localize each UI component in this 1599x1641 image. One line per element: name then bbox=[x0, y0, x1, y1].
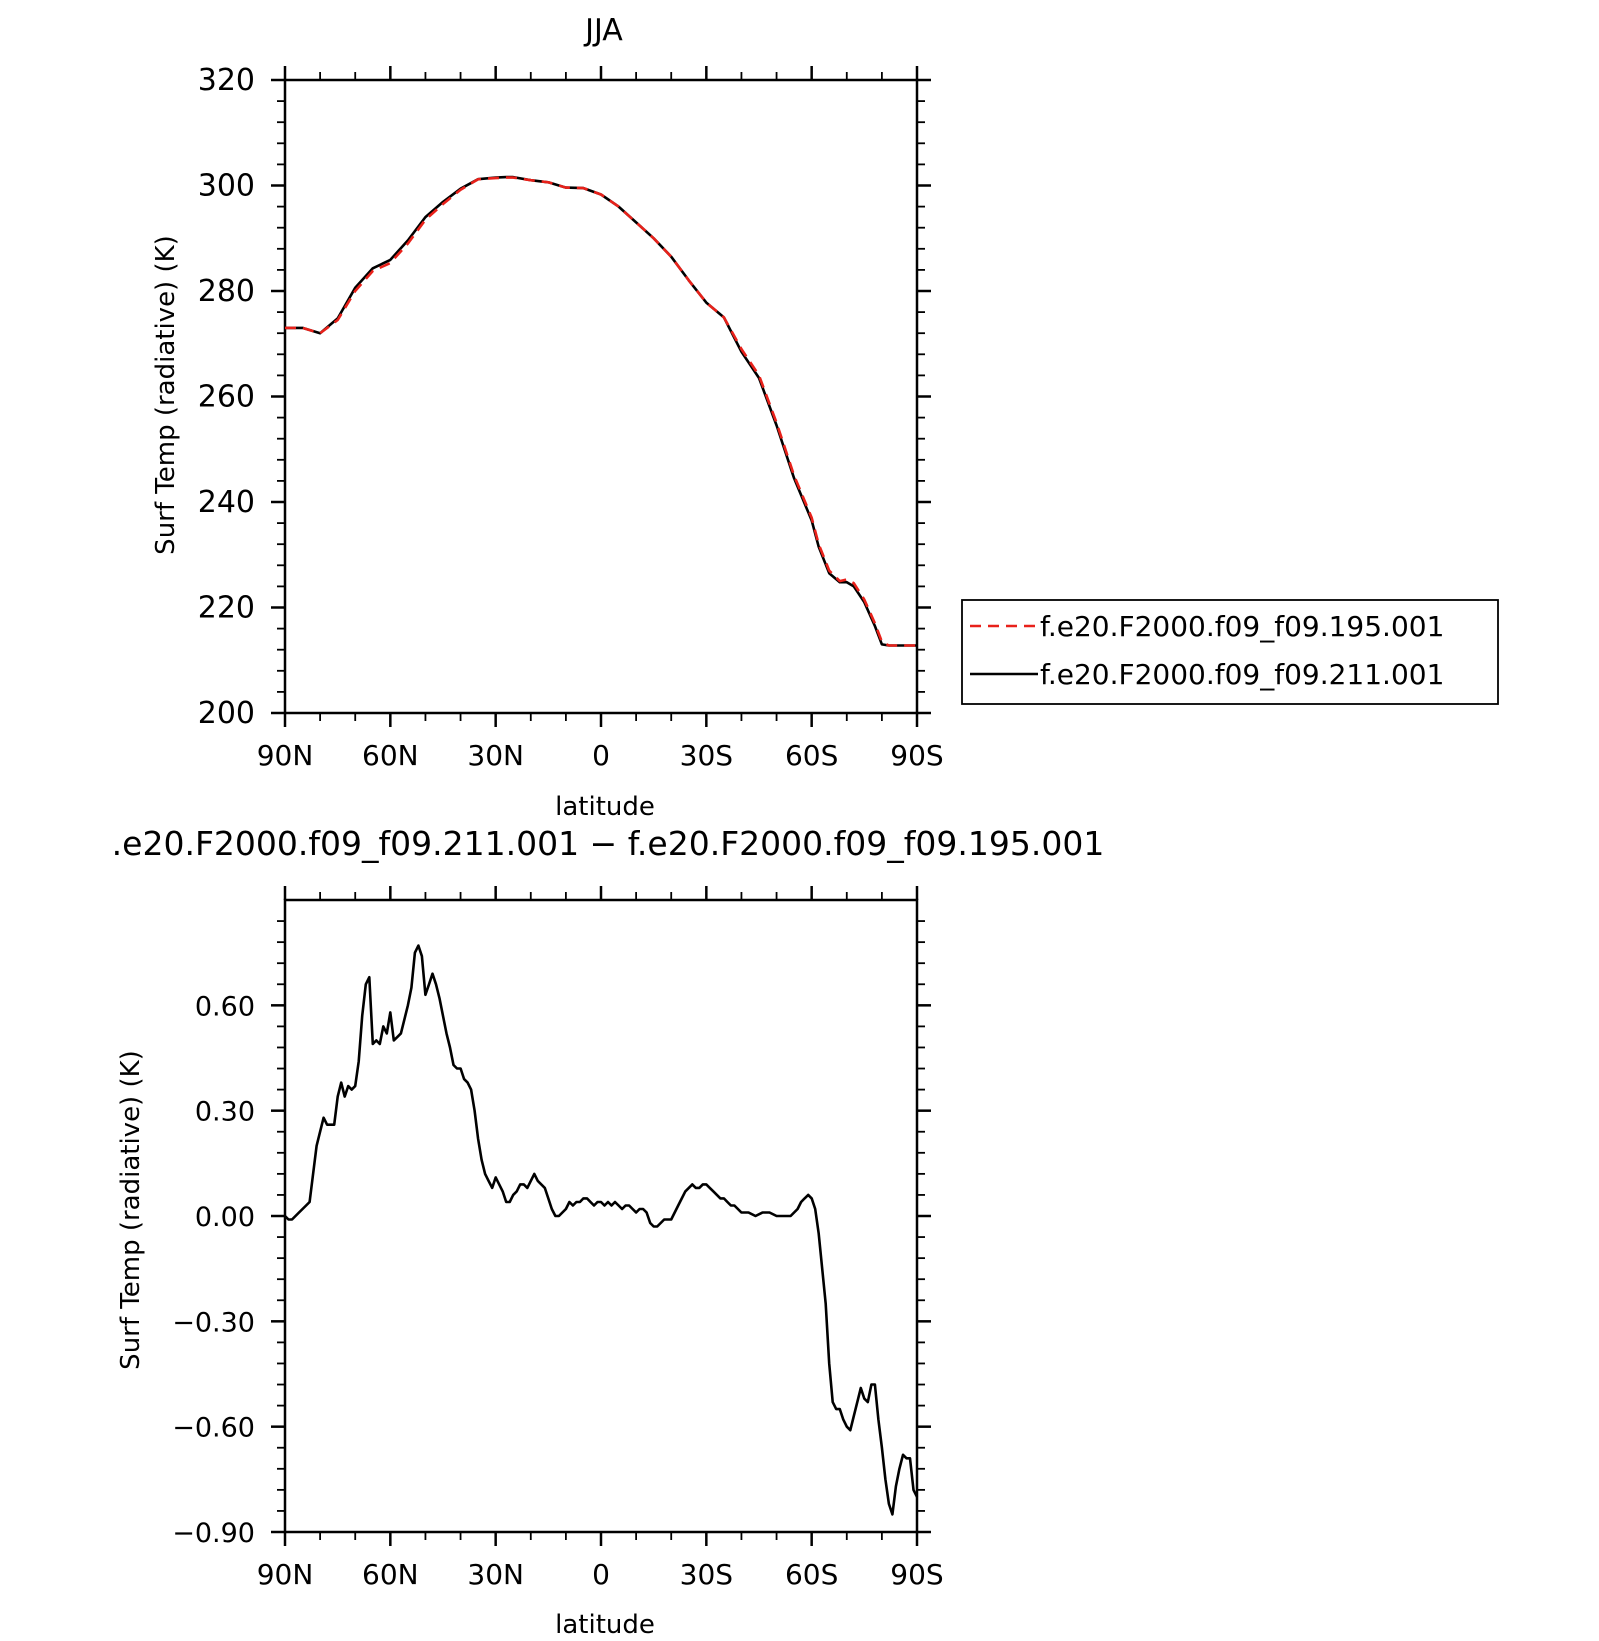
top-panel: JJA 90N 60N 30N 0 30S 60S 90S 200 220 240 260 280 30… bbox=[151, 13, 1499, 822]
x-tick-label: 30S bbox=[680, 1558, 733, 1591]
top-panel-title: JJA bbox=[583, 13, 623, 48]
legend-label-series-2: f.e20.F2000.f09_f09.211.001 bbox=[1040, 658, 1444, 691]
x-tick-label: 90S bbox=[890, 1558, 943, 1591]
y-tick-label: 200 bbox=[198, 696, 255, 731]
legend: f.e20.F2000.f09_f09.195.001 f.e20.F2000.… bbox=[961, 599, 1499, 705]
bottom-panel: .e20.F2000.f09_f09.211.001 − f.e20.F2000… bbox=[112, 824, 1105, 1640]
legend-label-series-1: f.e20.F2000.f09_f09.195.001 bbox=[1040, 610, 1444, 643]
series-line-1 bbox=[284, 944, 919, 1516]
x-tick-label: 60S bbox=[785, 1558, 838, 1591]
y-tick-label: 300 bbox=[198, 169, 255, 204]
bottom-y-axis-label: Surf Temp (radiative) (K) bbox=[116, 1050, 146, 1370]
bottom-panel-title: .e20.F2000.f09_f09.211.001 − f.e20.F2000… bbox=[112, 824, 1105, 863]
x-tick-label: 0 bbox=[592, 739, 610, 772]
legend-box bbox=[961, 599, 1499, 705]
y-tick-label: 0.60 bbox=[195, 991, 255, 1022]
x-tick-label: 30N bbox=[467, 739, 524, 772]
bottom-plot-frame bbox=[283, 898, 919, 1534]
top-y-axis-label: Surf Temp (radiative) (K) bbox=[151, 235, 181, 555]
y-tick-label: 220 bbox=[198, 591, 255, 626]
top-plot-frame bbox=[283, 78, 919, 715]
y-tick-label: 0.30 bbox=[195, 1097, 255, 1128]
x-tick-label: 60S bbox=[785, 739, 838, 772]
bottom-x-axis-label: latitude bbox=[555, 1610, 655, 1640]
y-tick-label: −0.90 bbox=[172, 1518, 255, 1549]
x-tick-label: 90N bbox=[257, 1558, 314, 1591]
y-tick-label: 0.00 bbox=[195, 1202, 255, 1233]
x-tick-label: 90S bbox=[890, 739, 943, 772]
y-tick-label: 240 bbox=[198, 485, 255, 520]
y-tick-label: 280 bbox=[198, 274, 255, 309]
x-tick-label: 30N bbox=[467, 1558, 524, 1591]
y-tick-label: 320 bbox=[198, 63, 255, 98]
series-line-1 bbox=[285, 176, 917, 647]
x-tick-label: 90N bbox=[257, 739, 314, 772]
x-tick-label: 30S bbox=[680, 739, 733, 772]
y-tick-label: 260 bbox=[198, 380, 255, 415]
series-line-2 bbox=[285, 175, 917, 647]
x-tick-label: 60N bbox=[362, 1558, 419, 1591]
x-tick-label: 60N bbox=[362, 739, 419, 772]
y-tick-label: −0.60 bbox=[172, 1413, 255, 1444]
x-tick-label: 0 bbox=[592, 1558, 610, 1591]
top-x-axis-label: latitude bbox=[555, 792, 655, 822]
y-tick-label: −0.30 bbox=[172, 1307, 255, 1338]
